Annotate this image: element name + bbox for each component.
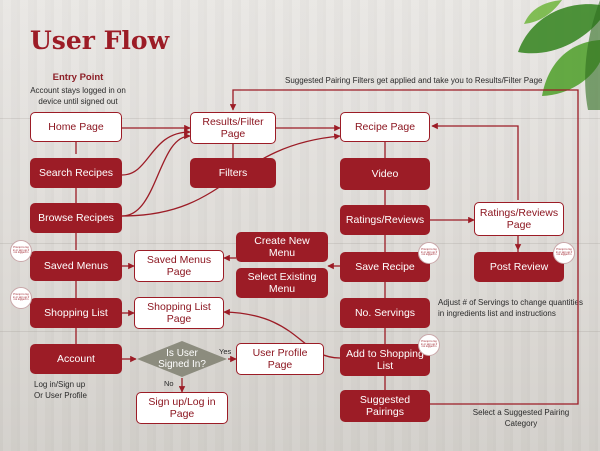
leaves-decoration <box>518 0 600 110</box>
saved-menus-page-label: Saved Menus Page <box>146 253 212 278</box>
no-servings-label: No. Servings <box>354 306 416 319</box>
save-recipe-node: Save Recipe <box>340 252 430 282</box>
saved-menus-label: Saved Menus <box>43 259 109 272</box>
entry-point-note: Account stays logged in on device until … <box>30 86 126 106</box>
page-title: User Flow <box>30 26 170 55</box>
account-label: Account <box>57 352 95 365</box>
decision-yes-label: Yes <box>219 347 232 356</box>
search-recipes-label: Search Recipes <box>38 166 114 179</box>
results-filter-page-node: Results/Filter Page <box>190 112 276 144</box>
select-existing-menu-label: Select Existing Menu <box>247 270 317 295</box>
login-prompt-badge: Prompt to log in or sign up if not logge… <box>10 240 32 262</box>
filters-node: Filters <box>190 158 276 188</box>
saved-menus-node: Saved Menus <box>30 251 122 281</box>
servings-note: Adjust # of Servings to change quantitie… <box>438 298 583 318</box>
post-review-label: Post Review <box>489 260 549 273</box>
decision-no-label: No <box>164 379 174 388</box>
home-page-label: Home Page <box>48 120 104 133</box>
filters-label: Filters <box>218 166 248 179</box>
shopping-list-page-node: Shopping List Page <box>134 297 224 329</box>
login-prompt-badge: Prompt to log in or sign up if not logge… <box>418 242 440 264</box>
search-recipes-node: Search Recipes <box>30 158 122 188</box>
create-new-menu-node: Create New Menu <box>236 232 328 262</box>
suggested-pairings-label: Suggested Pairings <box>359 393 411 418</box>
user-profile-page-node: User Profile Page <box>236 343 324 375</box>
home-page-node: Home Page <box>30 112 122 142</box>
save-recipe-label: Save Recipe <box>355 260 415 273</box>
sign-up-log-in-page-label: Sign up/Log in Page <box>148 395 216 420</box>
suggested-pairing-category-note: Select a Suggested Pairing Category <box>472 408 570 428</box>
suggested-pairing-filters-note: Suggested Pairing Filters get applied an… <box>285 76 543 85</box>
login-prompt-badge: Prompt to log in or sign up if not logge… <box>553 242 575 264</box>
add-to-shopping-list-node: Add to Shopping List <box>340 344 430 376</box>
login-signup-note: Log in/Sign up Or User Profile <box>34 380 87 400</box>
shopping-list-node: Shopping List <box>30 298 122 328</box>
video-node: Video <box>340 158 430 190</box>
login-prompt-badge: Prompt to log in or sign up if not logge… <box>418 334 440 356</box>
login-prompt-badge: Prompt to log in or sign up if not logge… <box>10 287 32 309</box>
post-review-node: Post Review <box>474 252 564 282</box>
add-to-shopping-list-label: Add to Shopping List <box>346 347 424 372</box>
create-new-menu-label: Create New Menu <box>254 234 310 259</box>
entry-point-title: Entry Point <box>52 72 104 83</box>
decision-label: Is User Signed In? <box>158 348 206 370</box>
recipe-page-node: Recipe Page <box>340 112 430 142</box>
recipe-page-label: Recipe Page <box>354 120 416 133</box>
results-filter-page-label: Results/Filter Page <box>202 115 264 140</box>
video-label: Video <box>371 167 399 180</box>
is-user-signed-in-decision: Is User Signed In? <box>136 340 228 378</box>
select-existing-menu-node: Select Existing Menu <box>236 268 328 298</box>
ratings-reviews-label: Ratings/Reviews <box>345 213 425 226</box>
ratings-reviews-page-node: Ratings/Reviews Page <box>474 202 564 236</box>
saved-menus-page-node: Saved Menus Page <box>134 250 224 282</box>
suggested-pairings-node: Suggested Pairings <box>340 390 430 422</box>
shopping-list-label: Shopping List <box>44 306 108 319</box>
ratings-reviews-page-label: Ratings/Reviews Page <box>479 206 559 231</box>
user-profile-page-label: User Profile Page <box>252 346 308 371</box>
ratings-reviews-node: Ratings/Reviews <box>340 205 430 235</box>
account-node: Account <box>30 344 122 374</box>
browse-recipes-node: Browse Recipes <box>30 203 122 233</box>
no-servings-node: No. Servings <box>340 298 430 328</box>
sign-up-log-in-page-node: Sign up/Log in Page <box>136 392 228 424</box>
browse-recipes-label: Browse Recipes <box>38 211 114 224</box>
shopping-list-page-label: Shopping List Page <box>147 300 211 325</box>
